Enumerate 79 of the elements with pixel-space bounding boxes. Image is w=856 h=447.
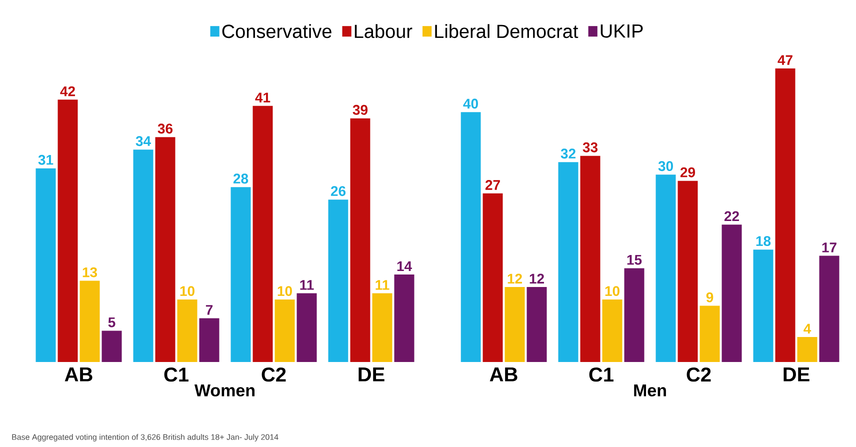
bar bbox=[460, 112, 481, 362]
data-label: 9 bbox=[706, 292, 714, 302]
x-tick-label: C2 bbox=[262, 368, 286, 382]
bar bbox=[80, 280, 100, 362]
bar bbox=[819, 256, 840, 362]
legend-label: Conservative bbox=[222, 24, 332, 38]
bar bbox=[775, 68, 796, 362]
x-tick-label: DE bbox=[358, 368, 384, 382]
bar bbox=[274, 300, 295, 362]
data-label: 32 bbox=[560, 148, 576, 159]
bar bbox=[394, 274, 414, 362]
data-label: 29 bbox=[680, 167, 696, 178]
data-label: 14 bbox=[397, 261, 412, 272]
bar bbox=[372, 293, 392, 362]
data-label: 10 bbox=[180, 286, 194, 296]
x-tick-label: C2 bbox=[686, 368, 711, 382]
bar bbox=[656, 174, 676, 362]
data-label: 12 bbox=[530, 274, 544, 284]
bar bbox=[602, 300, 622, 362]
bar bbox=[199, 318, 220, 362]
data-label: 13 bbox=[82, 267, 98, 278]
bar bbox=[624, 268, 644, 362]
data-label: 12 bbox=[508, 274, 522, 284]
bar bbox=[558, 162, 578, 362]
x-axis-title: Women bbox=[194, 384, 254, 396]
data-label: 11 bbox=[300, 280, 314, 290]
x-tick-label: C1 bbox=[164, 368, 188, 382]
data-label: 33 bbox=[582, 142, 598, 152]
bar bbox=[678, 180, 698, 362]
bar bbox=[753, 250, 774, 362]
bar bbox=[580, 156, 600, 362]
data-label: 26 bbox=[330, 186, 346, 196]
bar bbox=[296, 293, 317, 362]
data-label: 10 bbox=[605, 286, 620, 296]
legend-label: UKIP bbox=[600, 24, 643, 38]
data-label: 22 bbox=[724, 211, 739, 222]
bar bbox=[133, 150, 154, 362]
legend-label: Labour bbox=[354, 24, 412, 38]
data-label: 10 bbox=[278, 286, 292, 296]
bar bbox=[797, 337, 818, 362]
bar bbox=[36, 168, 56, 362]
bar bbox=[58, 100, 78, 362]
text: Base Aggregated voting intention of 3,626 British adults 18+ Jan- July 2014 bbox=[12, 434, 278, 442]
bar bbox=[252, 106, 273, 362]
data-label: 42 bbox=[60, 86, 75, 96]
bar bbox=[482, 193, 503, 362]
x-tick-label: C1 bbox=[589, 368, 614, 382]
bar bbox=[155, 137, 176, 362]
bar bbox=[177, 300, 198, 362]
data-label: 39 bbox=[352, 104, 368, 115]
x-tick-label: AB bbox=[490, 368, 518, 382]
x-tick-label: DE bbox=[784, 368, 810, 382]
bar bbox=[504, 287, 525, 362]
data-label: 40 bbox=[463, 98, 478, 109]
data-label: 5 bbox=[108, 317, 116, 328]
data-label: 41 bbox=[255, 92, 270, 102]
data-label: 4 bbox=[804, 324, 812, 334]
data-label: 11 bbox=[376, 280, 390, 290]
data-label: 47 bbox=[778, 55, 792, 65]
bar bbox=[526, 287, 547, 362]
data-label: 31 bbox=[38, 154, 54, 165]
x-tick-label: AB bbox=[64, 368, 92, 382]
data-label: 34 bbox=[136, 136, 151, 146]
data-label: 27 bbox=[485, 180, 500, 190]
data-label: 18 bbox=[756, 236, 771, 246]
data-label: 30 bbox=[658, 161, 673, 172]
bar bbox=[230, 187, 251, 362]
data-label: 15 bbox=[627, 255, 642, 265]
data-label: 17 bbox=[822, 242, 836, 252]
x-axis-title: Men bbox=[634, 384, 666, 396]
bar bbox=[328, 200, 348, 362]
bar bbox=[722, 224, 742, 362]
bar bbox=[350, 118, 370, 362]
data-label: 7 bbox=[206, 305, 213, 315]
bar bbox=[102, 330, 122, 362]
bar bbox=[700, 306, 720, 362]
data-label: 36 bbox=[158, 124, 173, 134]
data-label: 28 bbox=[233, 174, 248, 184]
legend-label: Liberal Democrat bbox=[435, 24, 578, 38]
